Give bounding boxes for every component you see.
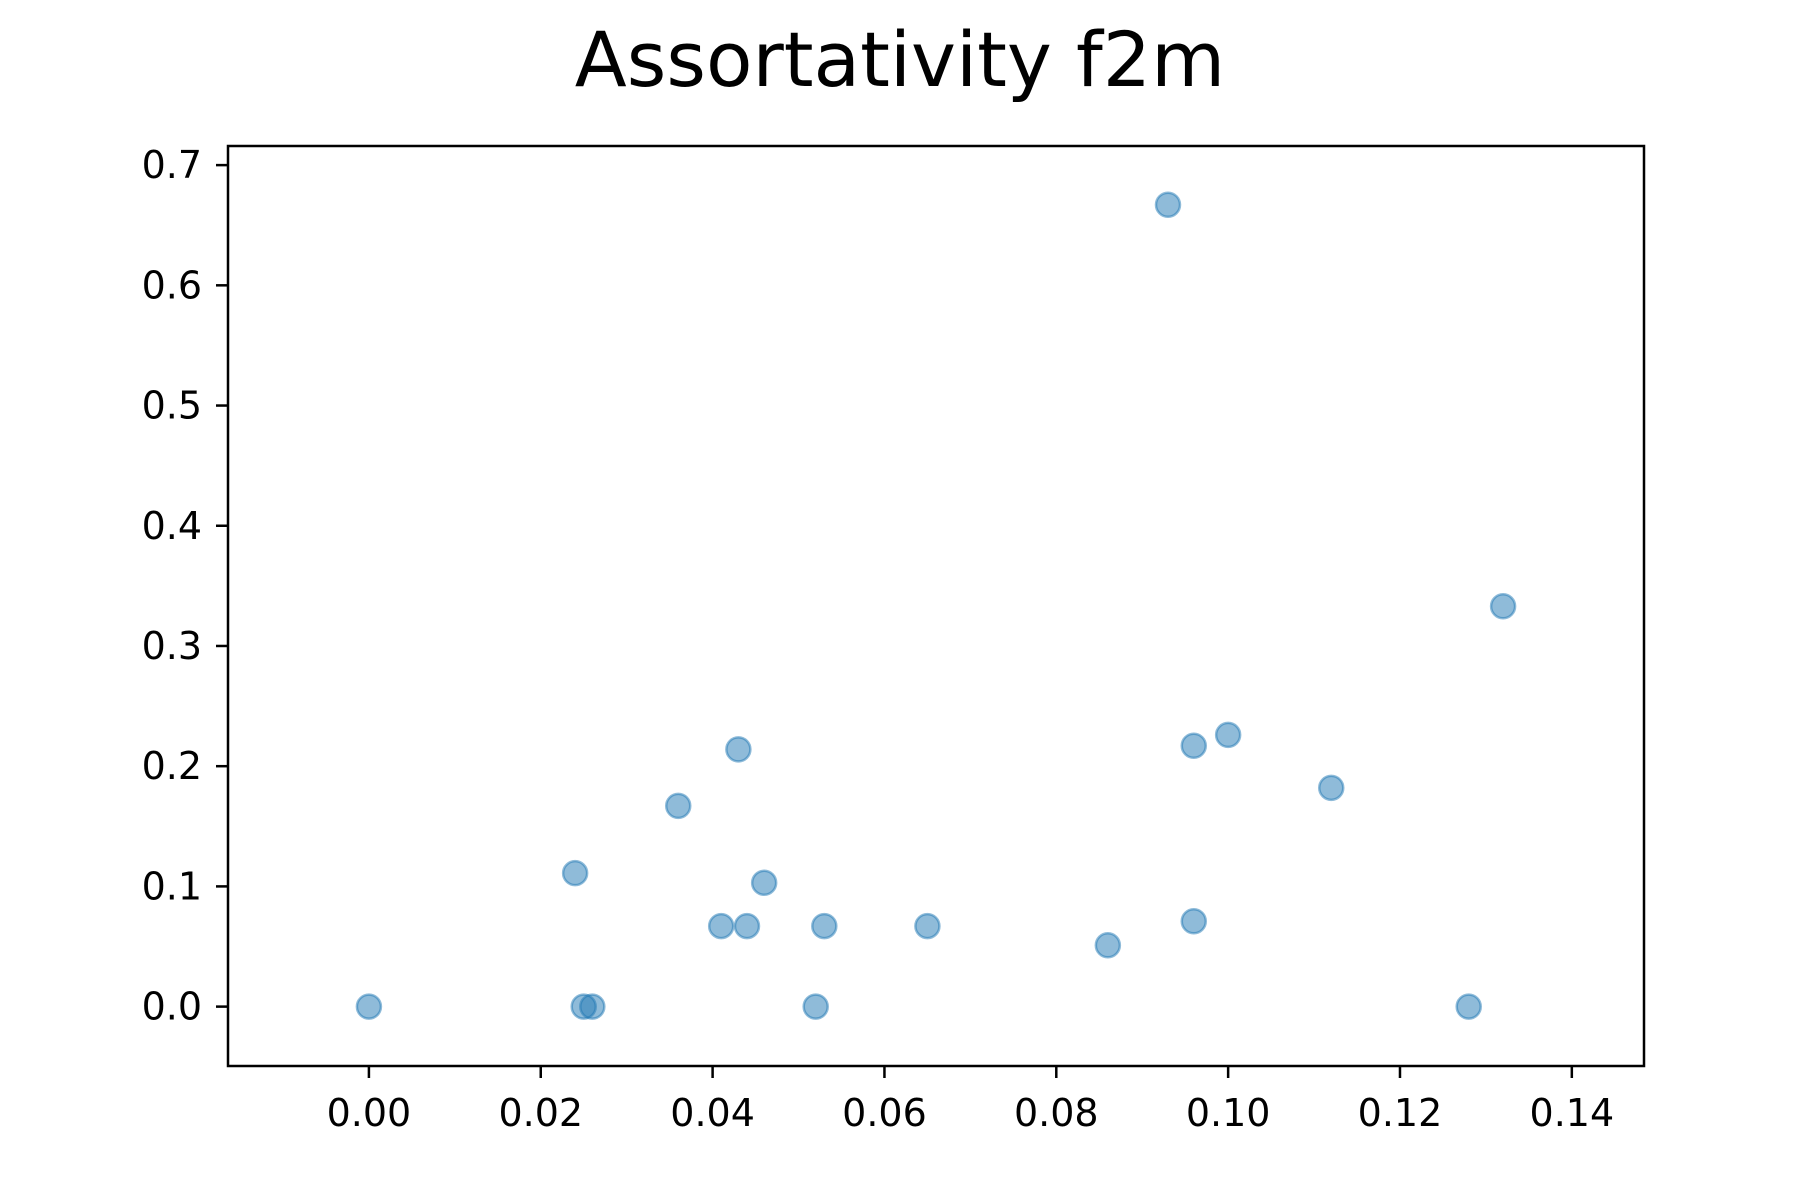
data-point — [750, 869, 778, 897]
data-point — [1455, 993, 1482, 1020]
y-tick-label: 0.1 — [142, 864, 202, 908]
x-axis: 0.00 0.02 0.04 0.06 0.08 0.10 0.12 0.14 — [327, 1066, 1615, 1135]
data-point — [1489, 593, 1517, 620]
data-point — [802, 993, 829, 1020]
data-point — [733, 912, 761, 940]
y-tick-label: 0.2 — [142, 744, 202, 788]
y-tick-label: 0.0 — [142, 985, 202, 1029]
y-tick-label: 0.6 — [142, 263, 202, 307]
data-point — [1154, 191, 1182, 219]
data-point — [579, 993, 606, 1020]
y-tick-label: 0.7 — [142, 143, 202, 187]
y-tick-label: 0.3 — [142, 624, 202, 668]
data-point — [1317, 774, 1345, 802]
data-point — [561, 859, 589, 887]
data-point — [811, 912, 838, 940]
data-point — [664, 792, 692, 820]
data-point — [725, 736, 752, 763]
x-tick-label: 0.10 — [1186, 1091, 1271, 1135]
x-tick-label: 0.14 — [1530, 1091, 1615, 1135]
data-point — [1180, 908, 1208, 935]
data-point — [355, 993, 383, 1020]
data-point — [1180, 732, 1208, 759]
y-tick-label: 0.5 — [142, 384, 202, 428]
data-point — [1214, 721, 1242, 749]
axes-frame — [226, 144, 1646, 1068]
x-tick-label: 0.12 — [1358, 1091, 1443, 1135]
x-tick-label: 0.06 — [842, 1091, 927, 1135]
scatter-series — [355, 191, 1517, 1020]
chart-title: Assortativity f2m — [574, 15, 1226, 104]
x-tick-label: 0.04 — [670, 1091, 755, 1135]
data-point — [914, 912, 941, 940]
data-point — [1094, 932, 1122, 959]
x-tick-label: 0.02 — [498, 1091, 583, 1135]
y-axis: 0.0 0.1 0.2 0.3 0.4 0.5 0.6 0.7 — [142, 143, 228, 1029]
x-tick-label: 0.08 — [1014, 1091, 1099, 1135]
x-tick-label: 0.00 — [327, 1091, 412, 1135]
data-point — [707, 912, 735, 940]
y-tick-label: 0.4 — [142, 504, 202, 548]
